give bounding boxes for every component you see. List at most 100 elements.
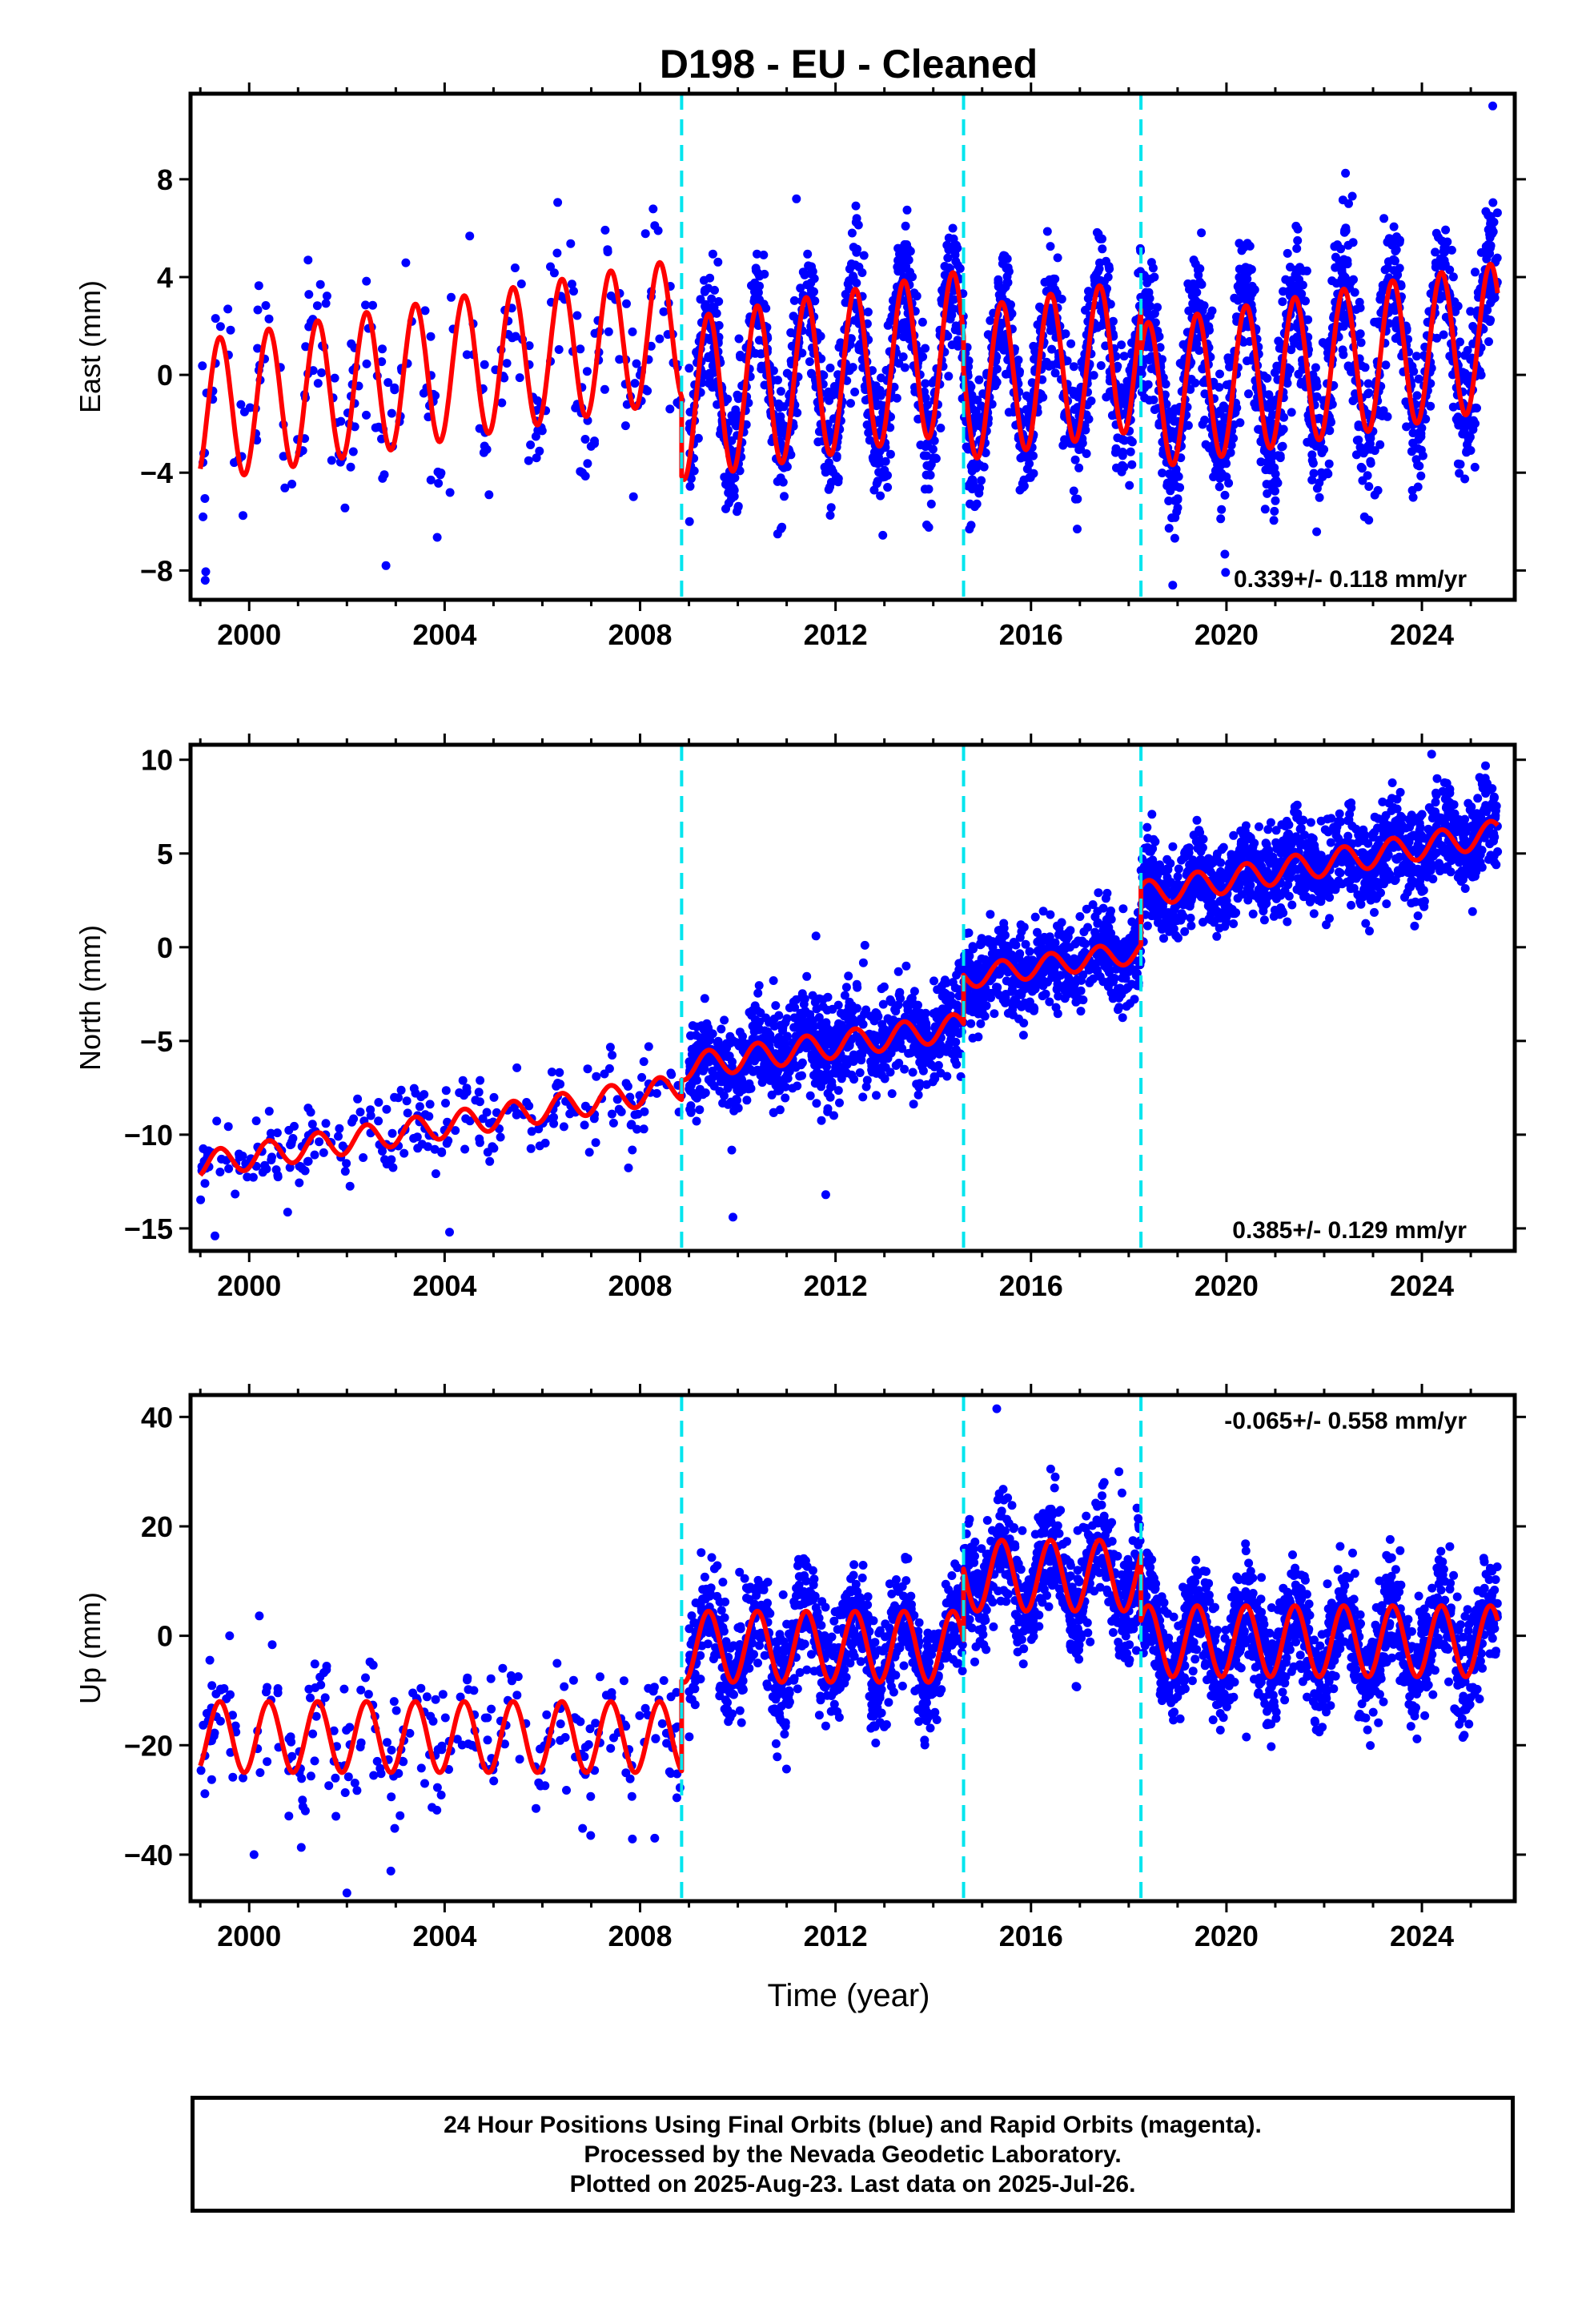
data-point [200, 1179, 210, 1188]
data-point [829, 1041, 839, 1051]
data-point [565, 1109, 575, 1119]
data-point [1357, 464, 1367, 473]
data-point [1015, 485, 1025, 495]
data-point [844, 1015, 853, 1025]
data-point [444, 1136, 453, 1145]
data-point [239, 511, 247, 521]
data-point [1273, 478, 1283, 488]
data-point [1292, 332, 1302, 342]
y-tick-label: 8 [157, 163, 173, 196]
data-point [1221, 568, 1231, 577]
data-point [1155, 343, 1165, 352]
data-point [1302, 266, 1311, 275]
data-point [624, 1163, 633, 1172]
data-point [1354, 420, 1363, 430]
data-point [1098, 926, 1108, 935]
data-point [1221, 404, 1231, 413]
data-point [290, 1121, 299, 1131]
data-point [215, 322, 225, 332]
data-point [929, 1009, 938, 1018]
data-point [845, 276, 854, 285]
data-point [582, 367, 592, 376]
data-point [727, 436, 737, 445]
data-point [366, 1111, 375, 1120]
data-point [628, 492, 638, 501]
data-point [891, 1007, 901, 1016]
data-point [1045, 997, 1054, 1007]
data-point [378, 1147, 387, 1156]
data-point [1283, 248, 1292, 258]
data-point [315, 279, 325, 289]
data-point [773, 1039, 783, 1049]
data-point [1408, 493, 1418, 502]
model-fit-east [198, 259, 1500, 482]
data-point [900, 1064, 909, 1074]
data-point [280, 483, 290, 493]
data-point [1359, 448, 1368, 458]
data-point [885, 995, 895, 1004]
data-point [780, 492, 789, 501]
data-point [1130, 924, 1140, 934]
data-point [1145, 396, 1154, 405]
data-point [346, 462, 355, 472]
data-point [707, 294, 717, 304]
data-point [866, 1057, 876, 1067]
data-point [1030, 912, 1040, 922]
data-point [1402, 422, 1411, 432]
data-point [1063, 978, 1072, 987]
data-point [535, 446, 544, 456]
data-point [489, 1092, 499, 1102]
data-point [1185, 284, 1194, 294]
data-point [887, 1089, 897, 1099]
data-point [1319, 339, 1329, 348]
data-point [1095, 972, 1105, 981]
data-point [691, 1092, 700, 1101]
data-point [1267, 397, 1275, 407]
data-point [918, 1019, 928, 1027]
data-point [917, 317, 927, 327]
data-point [858, 1092, 868, 1102]
data-point [921, 451, 931, 460]
data-point [1073, 494, 1082, 504]
data-point [432, 533, 442, 542]
data-point [1069, 959, 1078, 968]
data-point [1033, 927, 1042, 937]
data-point [1102, 915, 1111, 924]
data-point [1164, 497, 1174, 505]
data-point [572, 311, 582, 320]
data-point [944, 263, 954, 272]
data-point [1331, 279, 1341, 288]
panels: 2000 2004 2008 2012 2016 2020 2024−8−4048East … [74, 82, 1526, 1952]
data-point [769, 976, 778, 985]
data-point [800, 994, 809, 1003]
data-point [823, 992, 833, 1002]
data-point [488, 1142, 497, 1152]
data-point [853, 983, 862, 992]
data-point [666, 1068, 676, 1078]
data-point [717, 1024, 726, 1034]
data-point [1106, 906, 1115, 915]
data-point [1118, 451, 1127, 460]
data-point [876, 491, 885, 501]
data-point [895, 987, 905, 997]
data-point [480, 360, 489, 369]
data-point [774, 416, 784, 426]
data-point [737, 1036, 747, 1046]
data-point [856, 1016, 865, 1026]
data-point [857, 268, 867, 277]
data-point [883, 471, 892, 480]
data-point [580, 435, 590, 444]
data-point [847, 1070, 857, 1080]
data-point [733, 1085, 742, 1095]
data-point [852, 1031, 861, 1041]
data-point [802, 971, 812, 981]
data-point [420, 1090, 429, 1100]
data-point [934, 1047, 943, 1056]
y-tick-label: −8 [140, 554, 173, 587]
data-point [1098, 234, 1106, 243]
panel-east: 2000 2004 2008 2012 2016 2020 2024−8−4048East … [74, 82, 1526, 651]
data-point [841, 983, 851, 992]
data-point [1094, 888, 1103, 898]
data-point [912, 292, 921, 301]
